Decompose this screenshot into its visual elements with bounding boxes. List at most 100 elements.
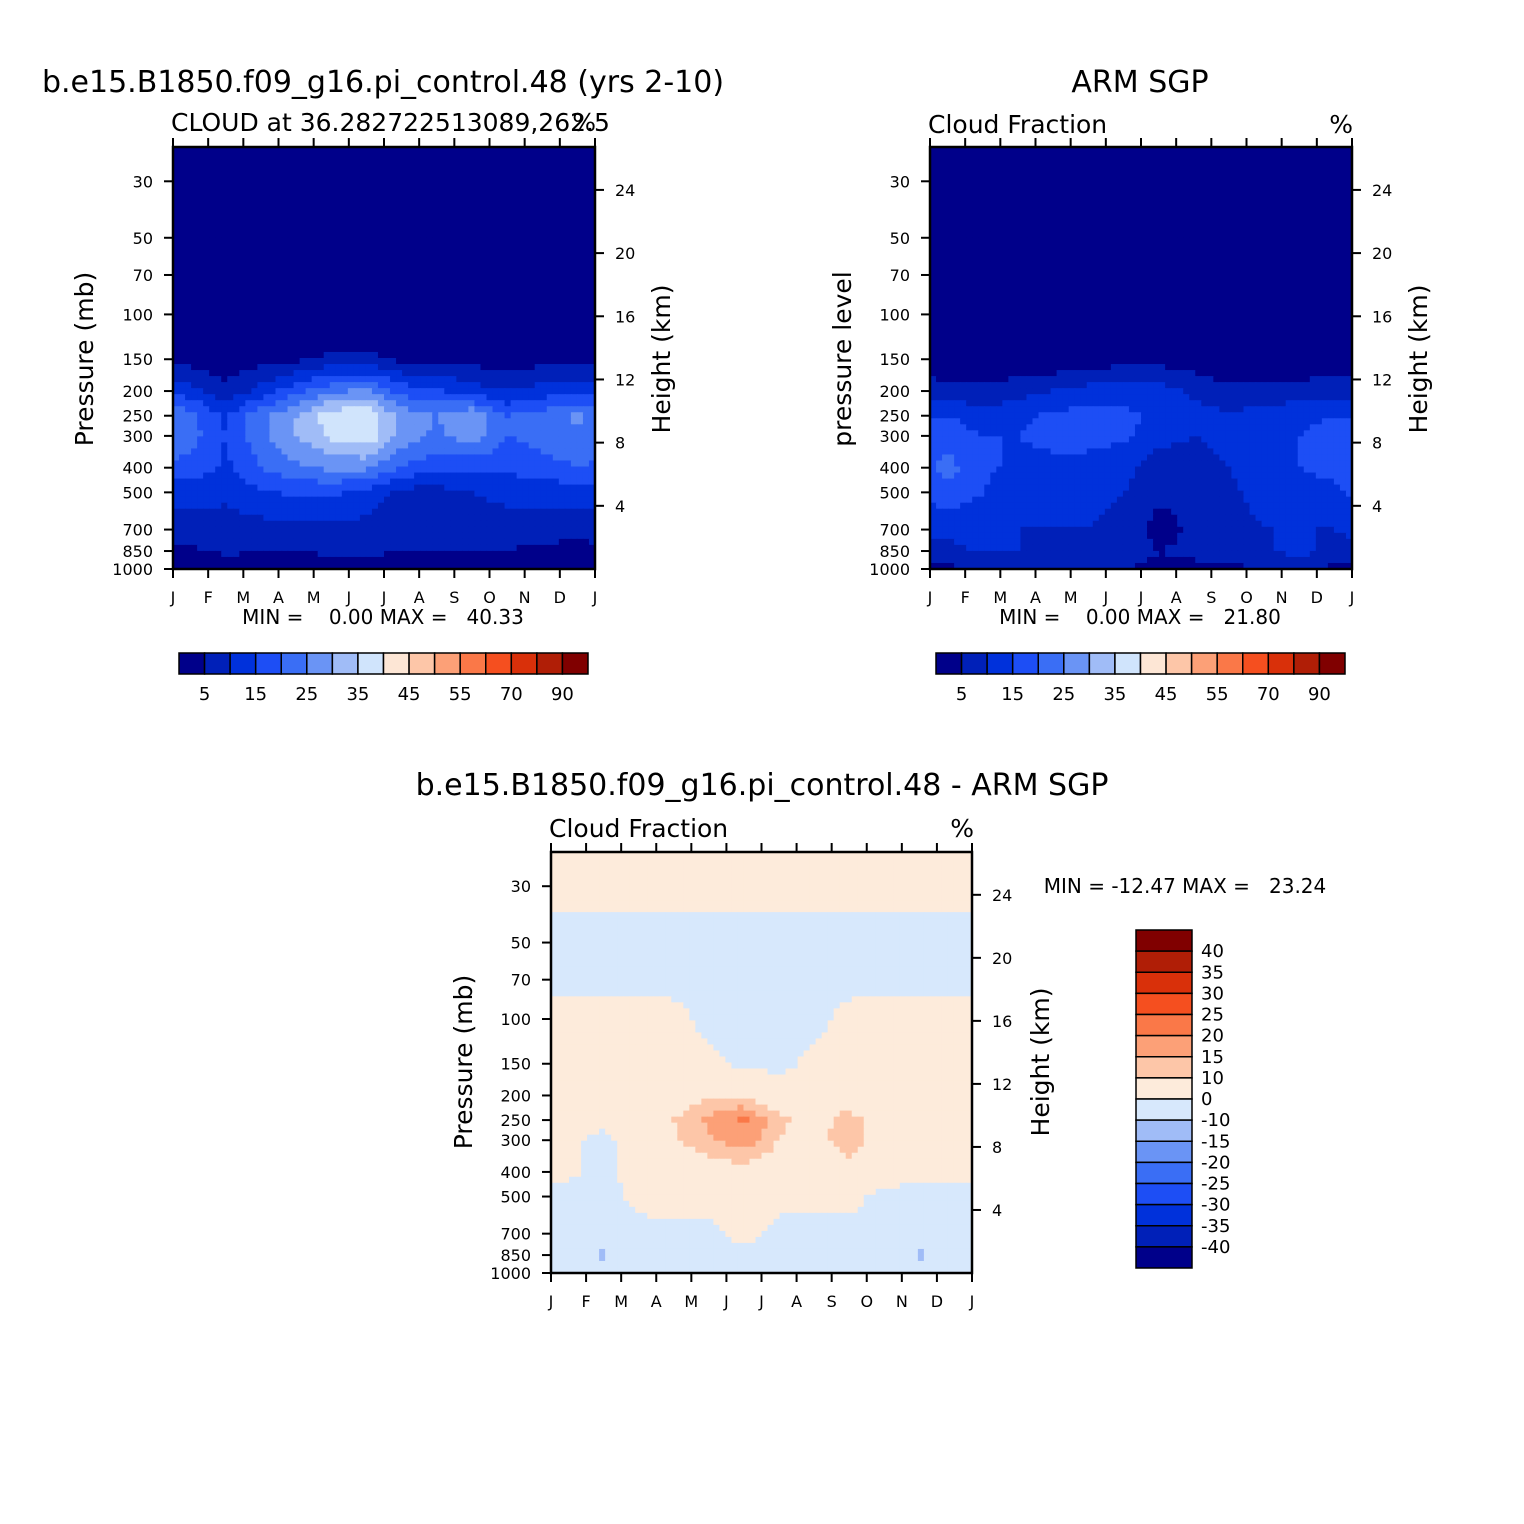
field-cell [299, 532, 307, 540]
field-cell [215, 388, 222, 395]
field-cell [353, 231, 361, 239]
field-cell [588, 183, 595, 190]
field-cell [546, 291, 554, 299]
field-cell [450, 394, 457, 401]
field-cell [384, 556, 391, 564]
field-cell [498, 345, 506, 353]
field-cell [534, 267, 542, 275]
field-cell [347, 261, 355, 269]
field-cell [239, 339, 246, 347]
field-cell [522, 351, 530, 359]
field-cell [450, 309, 457, 317]
field-cell [582, 442, 590, 450]
field-cell [498, 364, 506, 371]
field-cell [492, 303, 500, 311]
field-cell [576, 153, 584, 160]
field-cell [329, 327, 337, 335]
field-cell [588, 159, 595, 166]
field-cell [179, 490, 186, 498]
field-cell [480, 213, 488, 220]
field-cell [287, 484, 295, 492]
field-cell [359, 526, 367, 534]
field-cell [263, 490, 271, 498]
field-cell [402, 309, 409, 317]
field-cell [329, 321, 337, 329]
field-cell [341, 189, 349, 196]
field-cell [221, 550, 228, 558]
field-cell [209, 412, 216, 419]
field-cell [245, 303, 252, 311]
field-cell [179, 520, 186, 528]
field-cell [227, 364, 234, 371]
field-cell [522, 394, 530, 401]
field-cell [293, 237, 301, 245]
field-cell [185, 285, 192, 293]
field-cell [191, 207, 198, 214]
field-cell [173, 159, 180, 166]
field-cell [588, 339, 595, 347]
field-cell [179, 225, 186, 232]
field-cell [438, 231, 445, 239]
field-cell [384, 345, 391, 353]
field-cell [281, 351, 289, 359]
field-cell [438, 430, 445, 437]
field-cell [257, 171, 265, 178]
field-cell [173, 502, 180, 510]
y-tick-label: 70 [133, 266, 153, 285]
field-cell [546, 213, 554, 220]
field-cell [492, 514, 500, 522]
field-cell [275, 472, 283, 480]
field-cell [239, 388, 246, 395]
field-cell [498, 550, 506, 558]
field-cell [245, 520, 252, 528]
field-cell [371, 364, 379, 371]
field-cell [287, 442, 295, 450]
field-cell [275, 370, 283, 377]
field-cell [510, 382, 518, 389]
field-cell [359, 333, 367, 341]
field-cell [335, 195, 343, 202]
field-cell [203, 237, 210, 245]
field-cell [269, 370, 277, 377]
field-cell [365, 364, 373, 371]
field-cell [540, 303, 548, 311]
field-cell [359, 478, 367, 486]
field-cell [203, 520, 210, 528]
field-cell [426, 309, 433, 317]
field-cell [540, 291, 548, 299]
field-cell [341, 243, 349, 251]
field-cell [558, 273, 566, 281]
field-cell [570, 400, 578, 407]
field-cell [245, 267, 252, 275]
field-cell [546, 309, 554, 317]
field-cell [293, 526, 301, 534]
field-cell [528, 442, 536, 450]
field-cell [317, 231, 325, 239]
field-cell [353, 442, 361, 450]
field-cell [582, 273, 590, 281]
field-cell [588, 370, 595, 377]
field-cell [179, 484, 186, 492]
field-cell [179, 189, 186, 196]
field-cell [462, 279, 469, 287]
field-cell [486, 394, 494, 401]
field-cell [257, 532, 265, 540]
field-cell [299, 358, 307, 365]
field-cell [173, 321, 180, 329]
field-cell [245, 532, 252, 540]
field-cell [516, 484, 524, 492]
field-cell [432, 562, 439, 569]
field-cell [209, 279, 216, 287]
field-cell [498, 183, 506, 190]
field-cell [432, 430, 439, 437]
field-cell [390, 171, 397, 178]
y-tick-label: 150 [122, 350, 153, 369]
field-cell [540, 412, 548, 419]
field-cell [570, 153, 578, 160]
field-cell [450, 237, 457, 245]
field-cell [353, 159, 361, 166]
field-cell [504, 406, 512, 413]
field-cell [384, 159, 391, 166]
field-cell [480, 478, 488, 486]
field-cell [540, 147, 548, 154]
